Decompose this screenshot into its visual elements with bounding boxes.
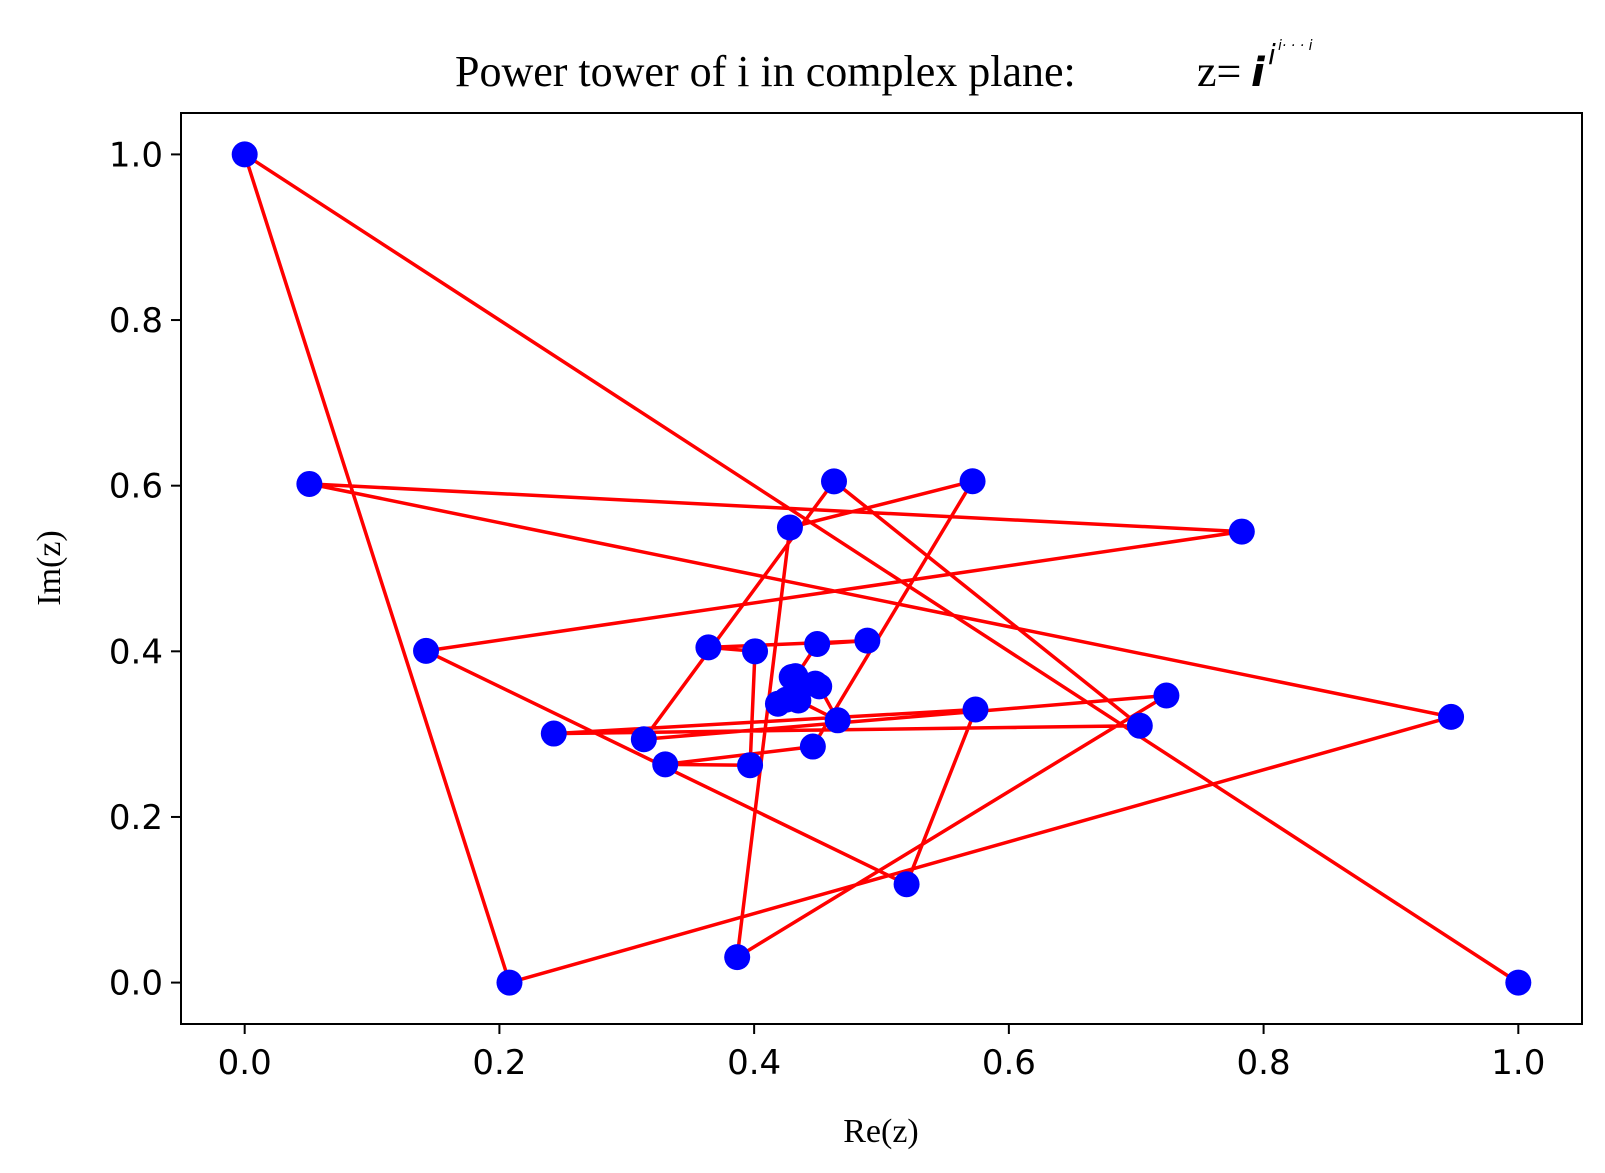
x-tick-label: 0.2: [472, 1043, 526, 1083]
y-tick-label: 1.0: [109, 135, 163, 175]
x-axis-label: Re(z): [843, 1113, 919, 1150]
x-axis-ticks: 0.0 0.2 0.4 0.6 0.8 1.0: [218, 1024, 1545, 1083]
data-point: [737, 752, 764, 779]
data-point: [1228, 518, 1255, 545]
x-tick-label: 0.6: [982, 1043, 1036, 1083]
data-point: [893, 871, 920, 898]
chart-title: Power tower of i in complex plane:: [455, 47, 1076, 96]
x-tick-label: 0.0: [218, 1043, 272, 1083]
data-point: [695, 634, 722, 661]
data-point: [824, 707, 851, 734]
data-point: [962, 696, 989, 723]
x-tick-label: 1.0: [1491, 1043, 1545, 1083]
data-point: [787, 671, 814, 698]
title-formula-base: i: [1251, 50, 1266, 96]
data-point: [1126, 712, 1153, 739]
data-point: [959, 468, 986, 495]
title-formula: z= i i i· · · i: [1197, 38, 1313, 96]
data-point: [742, 638, 769, 665]
data-point: [820, 468, 847, 495]
data-point: [799, 733, 826, 760]
y-axis-label: Im(z): [31, 530, 68, 606]
data-point: [804, 631, 831, 658]
y-tick-label: 0.8: [109, 301, 163, 341]
data-point: [296, 470, 323, 497]
data-point: [776, 514, 803, 541]
data-point: [652, 751, 679, 778]
data-point: [854, 627, 881, 654]
series-points: [231, 141, 1532, 996]
data-point: [1505, 969, 1532, 996]
title-formula-exponent-tail: i· · · i: [1278, 38, 1313, 54]
data-point: [724, 944, 751, 971]
y-tick-label: 0.6: [109, 467, 163, 507]
data-point: [496, 969, 523, 996]
title-formula-exponent: i: [1268, 38, 1276, 71]
data-point: [630, 726, 657, 753]
data-point: [540, 720, 567, 747]
data-point: [413, 637, 440, 664]
series-line: [242, 152, 1520, 985]
y-tick-label: 0.4: [109, 632, 163, 672]
x-tick-label: 0.8: [1237, 1043, 1291, 1083]
data-point: [231, 141, 258, 168]
y-tick-label: 0.0: [109, 964, 163, 1004]
y-axis-ticks: 0.0 0.2 0.4 0.6 0.8 1.0: [109, 135, 181, 1004]
data-point: [1153, 682, 1180, 709]
data-point: [1438, 703, 1465, 730]
title-formula-lhs: z=: [1197, 47, 1241, 96]
y-tick-label: 0.2: [109, 798, 163, 838]
x-tick-label: 0.4: [727, 1043, 781, 1083]
plot-frame: [180, 112, 1583, 1025]
